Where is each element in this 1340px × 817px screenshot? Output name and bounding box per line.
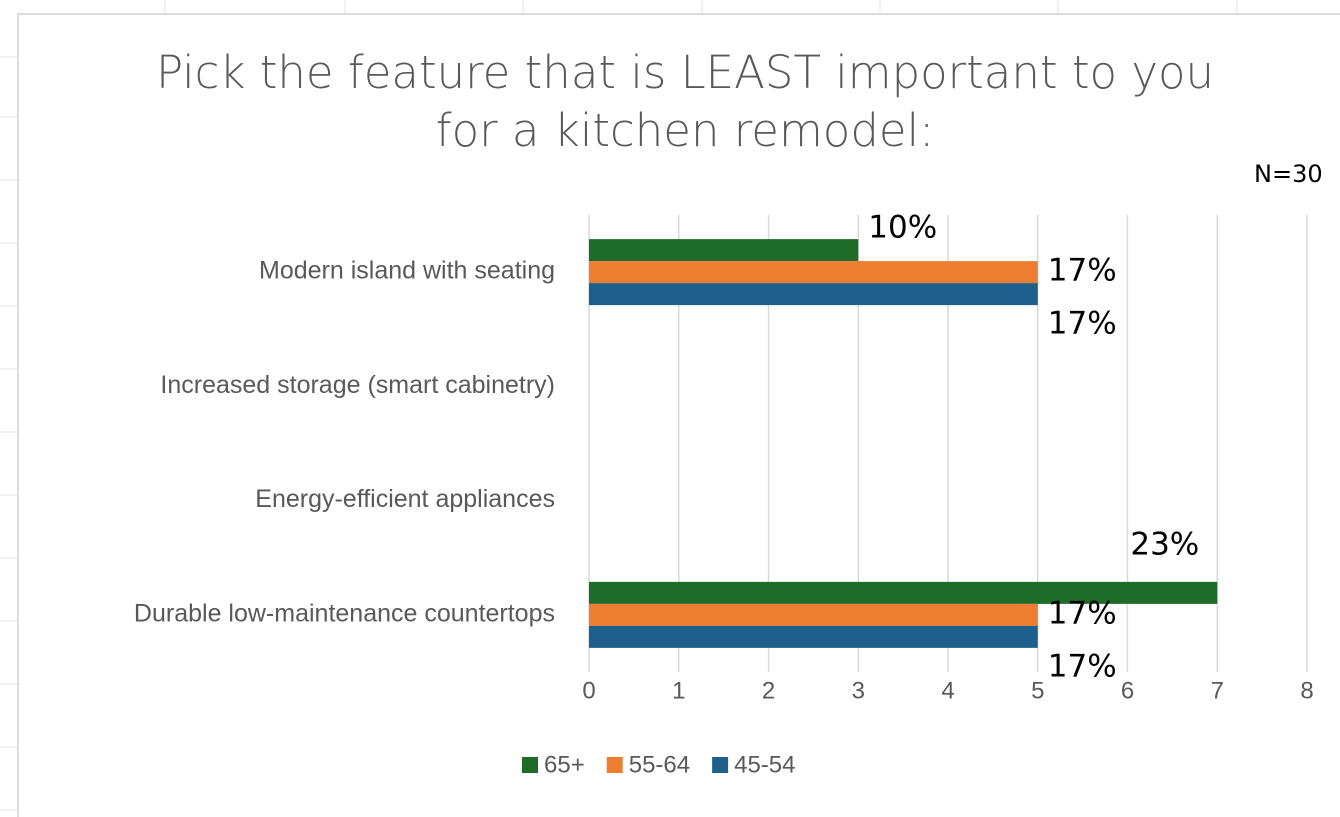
annotation: N=30	[1254, 160, 1323, 188]
x-tick-label: 1	[672, 677, 685, 704]
data-label: 23%	[1130, 526, 1199, 562]
data-label: 17%	[1048, 648, 1117, 684]
y-tick-label: Durable low-maintenance countertops	[134, 599, 555, 627]
data-label: 17%	[1048, 595, 1117, 631]
x-tick-label: 2	[762, 677, 775, 704]
y-tick-label: Energy-efficient appliances	[255, 485, 555, 513]
legend-label: 65+	[544, 751, 585, 778]
legend-swatch	[522, 757, 538, 773]
data-label: 17%	[1048, 306, 1117, 342]
x-tick-label: 8	[1300, 677, 1313, 704]
x-tick-label: 5	[1031, 677, 1044, 704]
bar	[589, 625, 1038, 648]
data-label: 10%	[868, 210, 937, 246]
sheet-grid	[0, 0, 1238, 811]
bar	[589, 239, 859, 262]
legend-label: 45-54	[734, 751, 795, 778]
x-tick-label: 0	[582, 677, 595, 704]
legend-swatch	[606, 757, 623, 773]
x-tick-label: 4	[941, 677, 954, 704]
x-tick-label: 6	[1121, 677, 1134, 704]
x-tick-label: 7	[1211, 677, 1224, 704]
legend-label: 55-64	[629, 751, 690, 778]
data-label: 17%	[1048, 253, 1117, 289]
bar	[589, 603, 1038, 626]
y-tick-label: Modern island with seating	[259, 257, 555, 285]
bar	[589, 261, 1038, 284]
y-tick-label: Increased storage (smart cabinetry)	[160, 371, 555, 399]
bar	[589, 283, 1038, 306]
x-tick-label: 3	[852, 677, 865, 704]
chart-title: Pick the feature that is LEAST important…	[155, 46, 1215, 157]
legend-swatch	[712, 757, 729, 773]
bar	[589, 581, 1218, 604]
